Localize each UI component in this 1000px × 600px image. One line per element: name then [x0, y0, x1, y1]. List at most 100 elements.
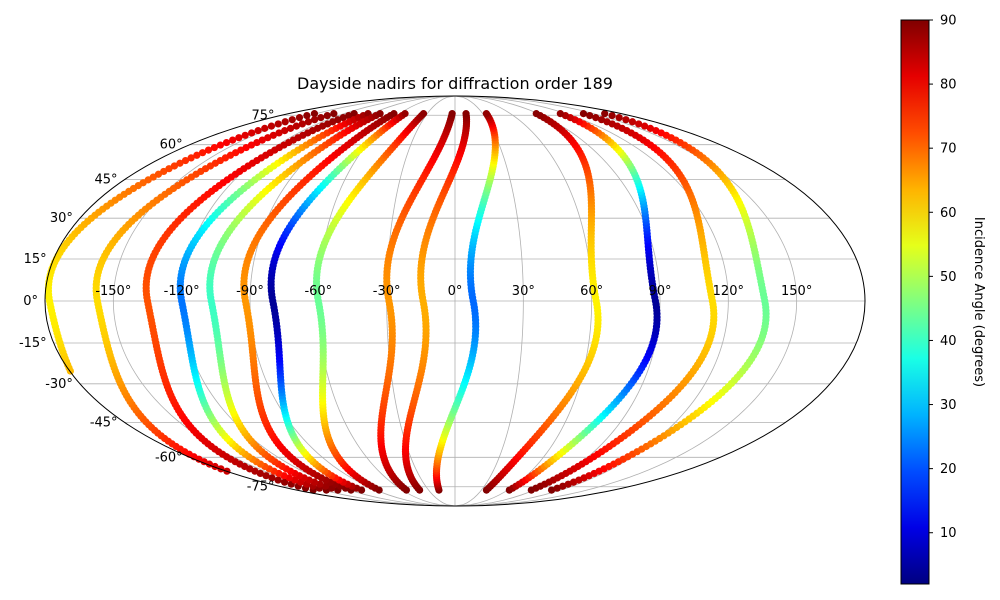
data-point	[401, 110, 409, 118]
data-point	[322, 482, 330, 490]
y-tick-label: 30°	[50, 211, 73, 226]
data-point	[291, 476, 299, 484]
x-tick-label: 0°	[448, 284, 463, 299]
colorbar-tick-label: 20	[940, 462, 957, 477]
data-point	[339, 114, 347, 122]
data-point	[635, 120, 643, 128]
data-point	[193, 151, 201, 159]
data-point	[222, 138, 231, 147]
data-point	[592, 114, 600, 122]
data-point	[247, 141, 256, 149]
x-tick-label: 120°	[713, 284, 744, 299]
x-tick-label: 90°	[648, 284, 671, 299]
data-point	[170, 162, 179, 170]
y-tick-label: 0°	[23, 294, 38, 309]
data-point	[254, 127, 262, 135]
data-point	[579, 110, 588, 118]
data-point	[160, 167, 168, 176]
data-point	[187, 154, 195, 162]
data-point	[559, 482, 567, 490]
y-tick-label: -30°	[45, 377, 73, 392]
data-point	[608, 112, 616, 120]
y-tick-label: -60°	[155, 450, 183, 465]
data-point	[462, 110, 470, 118]
x-tick-label: -120°	[164, 284, 200, 299]
data-point	[286, 124, 295, 132]
map-border	[44, 95, 866, 507]
data-point	[641, 122, 649, 130]
data-point	[253, 138, 261, 147]
data-series	[312, 110, 428, 494]
data-point	[210, 143, 218, 152]
data-point	[258, 136, 266, 144]
data-point	[229, 136, 237, 144]
data-point	[269, 131, 277, 139]
data-point	[242, 143, 250, 152]
data-point	[280, 478, 289, 486]
data-series	[142, 110, 358, 494]
y-tick-label: -45°	[90, 415, 118, 430]
data-point	[268, 474, 276, 482]
data-point	[281, 118, 289, 126]
data-point	[652, 127, 660, 135]
data-point	[264, 134, 272, 142]
data-series	[92, 110, 338, 475]
data-point	[330, 110, 338, 118]
gridline-lon	[454, 95, 798, 507]
data-point	[235, 134, 243, 142]
data-point	[310, 110, 319, 118]
gridline-lon	[454, 95, 524, 507]
data-point	[281, 127, 289, 135]
data-point	[586, 112, 594, 120]
colorbar-gradient	[900, 19, 930, 585]
data-series	[176, 110, 372, 494]
data-point	[274, 120, 282, 128]
colorbar-tick-label: 40	[940, 334, 957, 349]
data-point	[181, 156, 190, 165]
data-point	[556, 110, 564, 118]
data-series	[44, 110, 319, 375]
data-point	[419, 110, 428, 118]
colorbar-tick-label: 30	[940, 398, 957, 413]
tick-labels: -150° -120° -90° -60° -30° 0° 30° 60° 90° 120° 150…	[19, 108, 812, 494]
y-tick-label: 75°	[251, 108, 274, 123]
data-point	[288, 116, 296, 124]
data-series	[547, 110, 770, 494]
data-points	[44, 110, 770, 494]
data-point	[248, 129, 256, 137]
data-point	[275, 129, 283, 137]
data-point	[176, 159, 184, 167]
data-point	[261, 124, 269, 132]
data-point	[345, 112, 353, 120]
colorbar: 90 80 70 60 50 40 30 20 10 Incidence Angle (degre…	[900, 14, 986, 585]
data-point	[547, 486, 556, 494]
data-point	[376, 110, 384, 118]
data-point	[241, 131, 249, 139]
data-point	[204, 146, 213, 154]
data-point	[323, 112, 331, 120]
colorbar-label: Incidence Angle (degrees)	[971, 217, 986, 387]
gridline-lon	[454, 95, 593, 507]
data-point	[601, 110, 609, 118]
data-point	[532, 110, 540, 118]
data-series	[482, 110, 602, 494]
y-tick-label: 45°	[95, 173, 118, 188]
gridline-lon	[112, 95, 456, 507]
data-series	[377, 110, 456, 494]
data-point	[274, 476, 282, 484]
data-point	[646, 124, 655, 132]
y-tick-label: -75°	[247, 480, 275, 495]
data-point	[390, 110, 398, 118]
data-series	[240, 110, 398, 494]
y-tick-label: -15°	[19, 336, 47, 351]
data-point	[292, 122, 300, 130]
data-point	[262, 472, 270, 480]
colorbar-tick-label: 90	[940, 14, 957, 29]
x-tick-label: 60°	[580, 284, 603, 299]
data-point	[622, 116, 630, 124]
colorbar-tick-label: 80	[940, 78, 957, 93]
colorbar-tick-label: 10	[940, 526, 957, 541]
data-point	[298, 120, 306, 128]
data-point	[303, 112, 311, 120]
